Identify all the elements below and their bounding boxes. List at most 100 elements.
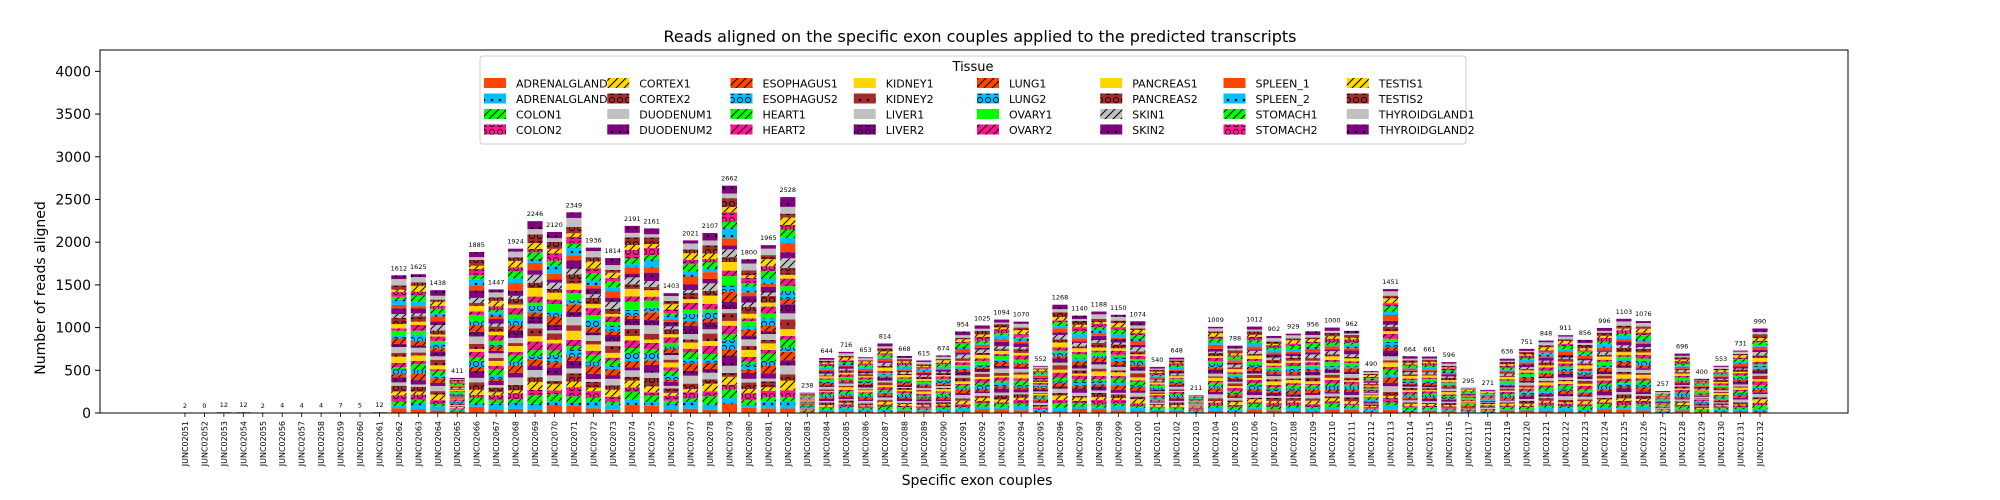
bar-segment [1013, 366, 1029, 369]
x-tick-label: JUNC02097 [1075, 421, 1084, 467]
bar-segment [644, 349, 660, 354]
bar-segment [1421, 374, 1438, 376]
bar-segment [507, 390, 524, 394]
bar-segment [702, 278, 718, 284]
bar-segment [857, 368, 874, 372]
x-tick-label: JUNC02125 [1620, 421, 1629, 467]
bar-segment [1694, 389, 1710, 391]
bar-segment [1499, 360, 1515, 363]
bar-segment [799, 398, 815, 400]
bar-segment [1460, 394, 1476, 396]
bar-stack: 400 [1694, 368, 1710, 413]
bar-segment [994, 388, 1010, 393]
bar-segment [1227, 367, 1243, 370]
bar-segment [1285, 340, 1301, 344]
bar-segment [1285, 385, 1301, 389]
bar-segment [935, 378, 951, 381]
x-tick-label: JUNC02104 [1212, 421, 1221, 467]
bar-segment [760, 365, 776, 374]
bar-stack: 1025 [974, 314, 990, 413]
bar-segment [741, 382, 757, 389]
bar-segment [449, 396, 465, 398]
bar-segment [741, 350, 757, 357]
bar-segment [1227, 377, 1243, 380]
bar-segment [663, 352, 679, 356]
bar-segment [1499, 394, 1515, 396]
bar-segment [1577, 339, 1593, 343]
bar-segment [1071, 331, 1088, 334]
bar-segment [663, 367, 679, 371]
bar-segment [799, 401, 815, 403]
bar-segment [1013, 327, 1029, 331]
bar-segment [410, 345, 426, 348]
bar-segment [682, 389, 699, 393]
bar-segment [1460, 401, 1476, 403]
bar-segment [391, 395, 407, 402]
bar-stack: 902 [1266, 325, 1282, 413]
bar-total-label: 12 [220, 401, 228, 409]
bar-segment [877, 380, 893, 383]
bar-segment [410, 369, 426, 374]
bar-segment [1149, 374, 1165, 377]
bar-segment [1052, 342, 1068, 348]
bar-segment [1635, 342, 1651, 344]
bar-segment [760, 245, 776, 249]
bar-segment [1694, 393, 1710, 395]
bar-segment [741, 369, 757, 373]
bar-total-label: 5 [358, 402, 362, 410]
bar-segment [1732, 357, 1749, 360]
bar-segment [1577, 395, 1593, 397]
bar-segment [1752, 402, 1768, 406]
bar-segment [469, 394, 485, 398]
bar-segment [1032, 372, 1049, 375]
bar-segment [1091, 407, 1107, 410]
bar-segment [916, 375, 932, 377]
bar-segment [1655, 405, 1671, 407]
bar-segment [1013, 392, 1029, 395]
bar-segment [605, 378, 621, 386]
bar-total-label: 1965 [760, 234, 777, 242]
bar-segment [546, 282, 563, 289]
bar-segment [702, 341, 718, 346]
bar-segment [1382, 291, 1399, 296]
bar-segment [955, 389, 971, 394]
bar-segment [430, 385, 446, 392]
x-tick-label: JUNC02130 [1717, 421, 1726, 467]
bar-segment [1091, 342, 1107, 348]
bar-segment [1499, 390, 1515, 392]
bar-segment [1538, 357, 1554, 361]
bar-segment [682, 299, 699, 303]
bar-segment [1363, 391, 1379, 393]
bar-segment [663, 342, 679, 347]
bar-segment [799, 400, 815, 402]
bar-segment [391, 335, 407, 339]
bar-segment [1402, 374, 1418, 377]
bar-segment [1616, 360, 1632, 362]
bar-segment [430, 343, 446, 349]
bar-segment [507, 267, 524, 272]
bar-segment [1071, 338, 1088, 342]
bar-segment [741, 388, 757, 394]
bar-segment [527, 395, 543, 404]
bar-segment [1655, 399, 1671, 401]
bar-segment [1421, 407, 1438, 410]
bar-total-label: 814 [879, 332, 891, 340]
bar-segment [1577, 399, 1593, 402]
x-tick-label: JUNC02074 [628, 421, 637, 467]
bar-segment [1110, 362, 1126, 366]
bar-segment [877, 385, 893, 388]
bar-segment [469, 305, 485, 312]
bar-segment [955, 343, 971, 347]
bar-segment [896, 366, 913, 370]
bar-segment [1130, 340, 1146, 345]
bar-segment [1538, 350, 1554, 353]
bar-segment [644, 386, 660, 393]
bar-segment [877, 362, 893, 366]
legend-label: CORTEX1 [639, 78, 690, 91]
bar-segment [799, 405, 815, 406]
bar-segment [1227, 411, 1243, 413]
bar-segment [430, 351, 446, 357]
bar-segment [1577, 374, 1593, 377]
bar-segment [1752, 399, 1768, 403]
